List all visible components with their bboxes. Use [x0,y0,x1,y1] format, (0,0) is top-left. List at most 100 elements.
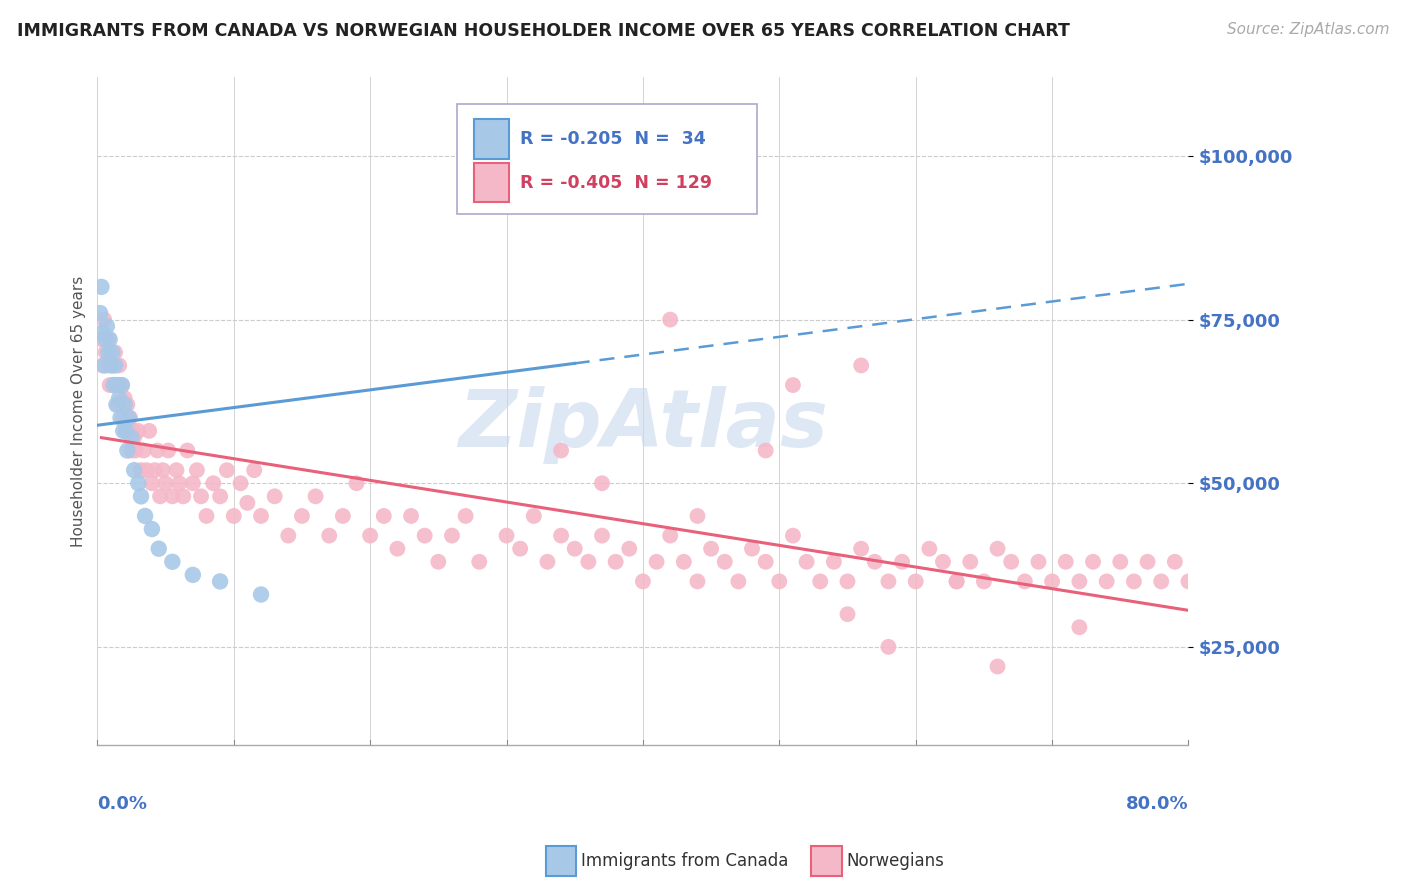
Point [181,567,204,582]
Point [891,555,914,569]
Point [1081,555,1104,569]
Point [536,555,558,569]
Point [96,359,118,373]
Point [104,359,127,373]
Point [863,555,886,569]
Text: Immigrants from Canada: Immigrants from Canada [581,852,787,870]
Text: Norwegians: Norwegians [846,852,945,870]
Point [162,555,184,569]
Point [468,555,491,569]
Point [195,508,218,523]
Point [134,508,156,523]
Point [98,378,121,392]
Point [127,424,149,438]
Point [755,443,778,458]
Point [837,607,859,622]
Point [877,574,900,589]
Point [986,541,1008,556]
Point [148,541,170,556]
Point [132,443,155,458]
Point [523,508,546,523]
Point [105,398,128,412]
Point [91,326,114,340]
Point [100,359,122,373]
Point [114,398,136,412]
Point [877,640,900,654]
Point [304,489,326,503]
Point [904,574,927,589]
Point [135,463,157,477]
Point [129,463,152,477]
Point [120,410,142,425]
Point [118,410,141,425]
Point [1000,555,1022,569]
Point [318,528,340,542]
Point [591,528,613,542]
Point [727,574,749,589]
Point [796,555,818,569]
Point [89,306,111,320]
Point [741,541,763,556]
Point [1014,574,1036,589]
Point [93,312,115,326]
Text: IMMIGRANTS FROM CANADA VS NORWEGIAN HOUSEHOLDER INCOME OVER 65 YEARS CORRELATION: IMMIGRANTS FROM CANADA VS NORWEGIAN HOUS… [17,22,1070,40]
Point [918,541,941,556]
Point [100,345,122,359]
Point [209,489,232,503]
Point [141,522,163,536]
Point [550,528,572,542]
Point [108,391,131,405]
Point [932,555,955,569]
Point [162,489,184,503]
Point [146,443,169,458]
Point [686,182,709,196]
Point [849,359,872,373]
Point [713,555,735,569]
Point [112,410,135,425]
Point [115,424,138,438]
Point [359,528,381,542]
Point [97,332,120,346]
Point [110,398,132,412]
Point [172,489,194,503]
Point [263,489,285,503]
Point [122,430,145,444]
Point [229,476,252,491]
Point [105,378,128,392]
Point [117,398,139,412]
Y-axis label: Householder Income Over 65 years: Householder Income Over 65 years [72,276,86,547]
Point [291,508,314,523]
Point [107,398,129,412]
Point [986,659,1008,673]
Point [111,378,134,392]
Point [94,332,117,346]
Point [190,489,212,503]
Point [808,574,831,589]
Point [155,476,177,491]
Point [564,541,586,556]
Point [659,528,682,542]
Point [103,378,125,392]
Point [373,508,395,523]
Point [129,489,152,503]
Point [143,463,166,477]
Point [236,496,259,510]
Point [945,574,967,589]
Point [973,574,995,589]
Point [111,378,134,392]
Point [104,345,127,359]
Point [118,424,141,438]
Point [413,528,436,542]
Point [619,541,641,556]
Point [215,463,238,477]
Point [91,359,114,373]
Point [149,489,172,503]
Point [495,528,517,542]
Point [1109,555,1132,569]
Point [1040,574,1063,589]
Point [96,319,118,334]
Point [94,345,117,359]
Point [250,587,273,601]
Point [1122,574,1144,589]
Point [122,463,145,477]
